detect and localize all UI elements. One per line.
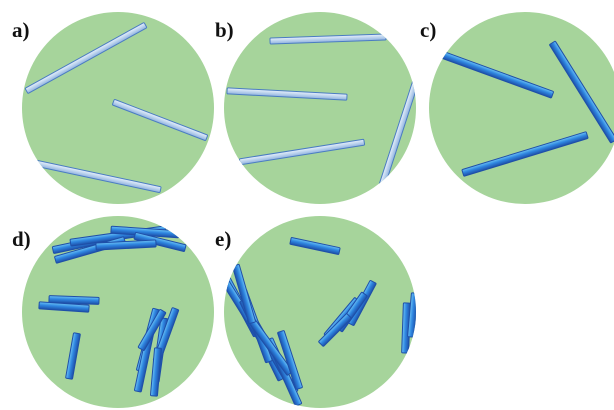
petri-dish xyxy=(22,12,214,204)
panel-d xyxy=(22,216,214,408)
fiber xyxy=(137,309,167,351)
panel-c xyxy=(429,12,614,204)
fiber-group xyxy=(442,40,614,177)
panel-a xyxy=(22,12,214,204)
fiber xyxy=(289,237,341,255)
fiber-group xyxy=(226,33,416,193)
fiber xyxy=(277,330,303,390)
fiber xyxy=(65,332,81,380)
fiber xyxy=(48,295,100,305)
fiber xyxy=(226,87,348,101)
fiber xyxy=(38,301,90,313)
panel-b xyxy=(224,12,416,204)
panel-e xyxy=(224,216,416,408)
panel-label-d: d) xyxy=(12,227,31,251)
fiber xyxy=(112,99,208,141)
fiber-group xyxy=(38,225,187,397)
fiber xyxy=(133,232,187,252)
fiber xyxy=(95,239,157,251)
panel-label-a: a) xyxy=(12,18,30,42)
fiber xyxy=(461,131,589,177)
fiber xyxy=(150,347,162,397)
fiber xyxy=(318,313,352,347)
fiber xyxy=(24,22,148,94)
panel-label-c: c) xyxy=(420,18,437,42)
panel-label-e: e) xyxy=(215,227,232,251)
panel-label-b: b) xyxy=(215,18,234,42)
fiber-group xyxy=(24,22,208,193)
petri-dish xyxy=(429,12,614,204)
